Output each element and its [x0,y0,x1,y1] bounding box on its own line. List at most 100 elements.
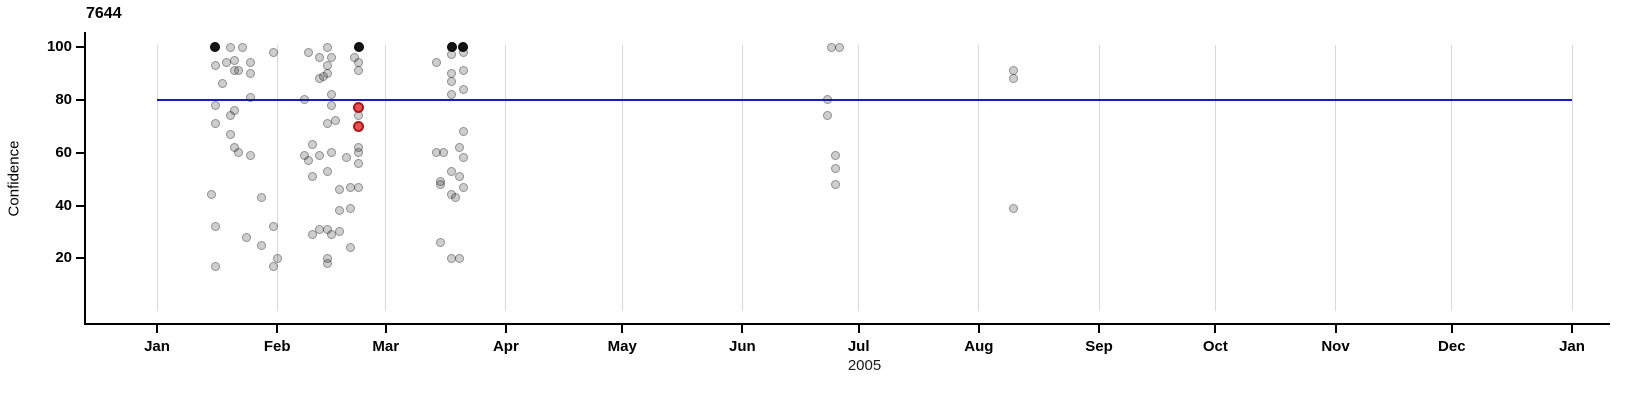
data-point [326,90,336,100]
y-tick [76,98,84,101]
month-gridline [1335,45,1337,311]
y-axis-line [84,32,86,325]
x-tick [621,325,624,333]
x-tick-label: Oct [1202,338,1228,355]
x-tick-label: Dec [1438,338,1466,355]
data-point [210,119,220,129]
month-gridline [978,45,980,311]
x-tick-label: Feb [263,338,291,355]
data-point [454,253,464,263]
data-point [303,156,313,166]
data-point [451,193,460,203]
x-tick-label: Aug [964,338,994,355]
month-gridline [276,45,278,311]
data-point [245,58,255,68]
x-tick [741,325,744,333]
x-axis-year-label: 2005 [847,357,882,374]
data-point [268,261,278,271]
y-tick-label: 100 [46,38,72,55]
data-point [210,222,220,232]
data-point [241,232,251,242]
data-point [299,95,309,105]
data-point [268,47,278,57]
data-point [272,253,282,263]
data-point [245,92,255,102]
data-point [226,111,236,121]
month-gridline [156,45,158,311]
month-gridline [1214,45,1216,311]
data-point [323,259,333,269]
data-point [230,55,240,65]
data-point [237,42,247,52]
x-tick-label: Jan [1559,338,1585,355]
data-point [268,222,278,232]
data-point [458,42,469,52]
data-point [458,182,468,192]
data-point [307,171,317,181]
data-point [458,84,468,94]
data-point [210,261,220,271]
month-gridline [505,45,507,311]
x-tick-label: Mar [372,338,400,355]
data-point [226,129,236,139]
data-point [1009,203,1019,213]
data-point [458,66,468,76]
data-point [218,79,228,89]
data-point [823,111,833,121]
x-tick [504,325,507,333]
data-point [307,140,317,150]
x-tick [1098,325,1101,333]
month-gridline [741,45,743,311]
x-tick [857,325,860,333]
data-point [326,53,336,63]
data-point [353,120,365,132]
month-gridline [1571,45,1573,311]
y-tick-label: 80 [55,90,72,108]
data-point [447,76,457,86]
y-tick [76,151,84,154]
x-tick-label: Jul [847,338,870,355]
x-axis-line [84,323,1610,325]
data-point [431,58,441,68]
data-point [353,42,364,52]
x-tick [384,325,387,333]
data-point [323,166,333,176]
data-point [222,58,232,68]
data-point [315,53,325,63]
x-tick-label: Apr [492,338,519,355]
data-point [257,193,267,203]
data-point [210,60,220,70]
month-gridline [858,45,860,311]
data-point [245,68,255,78]
data-point [334,185,344,195]
reference-line-80 [157,98,1572,101]
data-point [354,182,364,192]
y-axis-label: Confidence [5,140,23,217]
data-point [354,158,364,168]
data-point [353,102,365,114]
data-point [823,95,833,105]
data-point [334,227,344,237]
data-point [303,47,313,57]
x-tick [276,325,279,333]
x-tick [156,325,158,333]
x-tick [1214,325,1217,333]
data-point [323,42,333,52]
chart-title: 7644 [86,5,122,22]
data-point [334,206,344,216]
x-tick [1571,325,1573,333]
data-point [447,90,457,100]
data-point [326,148,336,158]
data-point [233,66,243,76]
data-point [458,127,468,137]
data-point [210,100,220,110]
data-point [458,153,468,163]
data-point [342,153,352,163]
data-point [454,171,464,181]
data-point [454,142,464,152]
y-tick-label: 20 [55,249,72,267]
month-gridline [385,45,387,311]
x-tick-label: Jun [729,338,756,355]
x-tick [1450,325,1453,333]
month-gridline [1098,45,1100,311]
